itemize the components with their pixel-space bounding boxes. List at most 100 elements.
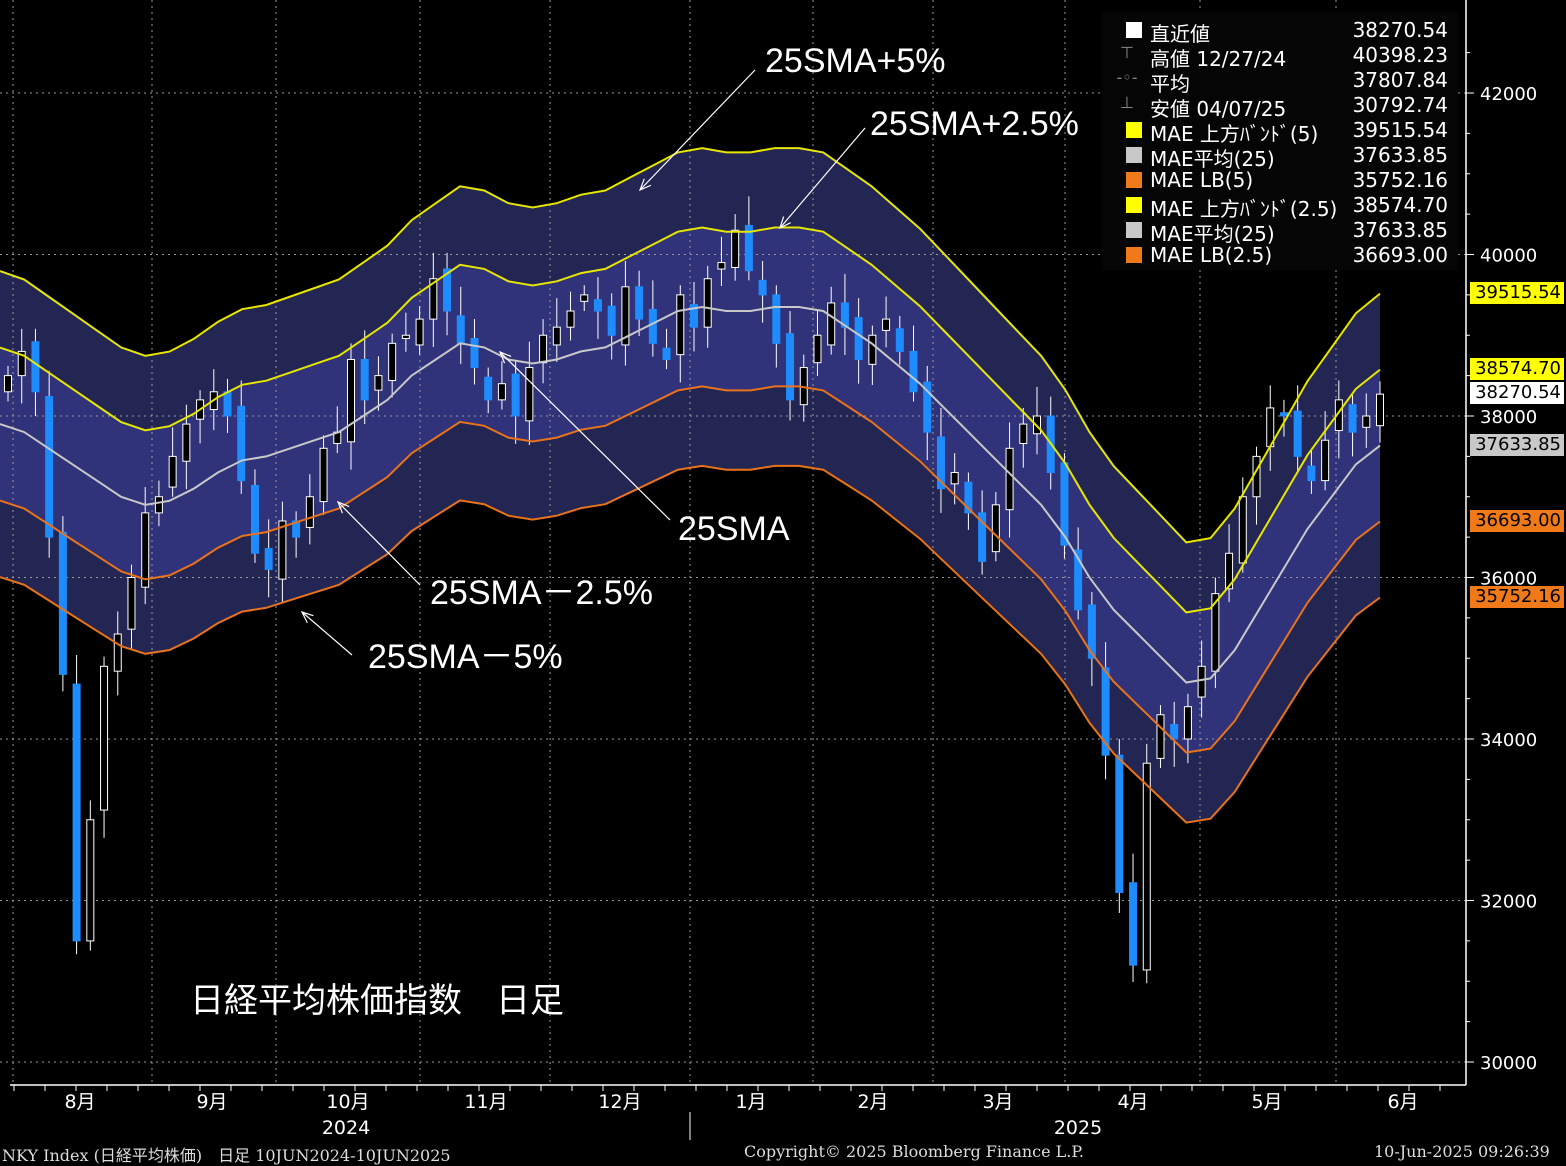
x-month-label-1: 9月 bbox=[196, 1091, 227, 1113]
band-line-3 bbox=[0, 385, 1381, 754]
candle-body-10 bbox=[141, 512, 150, 588]
candle-body-62 bbox=[854, 316, 863, 360]
candle-body-56 bbox=[772, 294, 781, 344]
candle-body-78 bbox=[1074, 549, 1083, 611]
candle-body-79 bbox=[1087, 604, 1096, 659]
candle-body-84 bbox=[1156, 714, 1165, 759]
legend-value: 38270.54 bbox=[1352, 18, 1448, 42]
candle-body-54 bbox=[744, 224, 753, 272]
annotation-arrowhead-1 bbox=[779, 216, 791, 230]
annotation-arrow-2 bbox=[499, 351, 671, 521]
legend-label: 平均 bbox=[1150, 72, 1190, 96]
candle-body-12 bbox=[168, 455, 177, 488]
x-month-label-3: 11月 bbox=[464, 1091, 507, 1113]
candle-body-80 bbox=[1101, 667, 1110, 756]
candle-body-8 bbox=[113, 633, 122, 672]
legend-value: 37807.84 bbox=[1352, 68, 1448, 92]
candle-body-2 bbox=[31, 341, 40, 393]
chart-title: 日経平均株価指数 日足 bbox=[190, 982, 564, 1020]
candle-body-52 bbox=[717, 262, 726, 270]
candle-body-35 bbox=[484, 376, 493, 401]
x-month-label-7: 3月 bbox=[982, 1091, 1013, 1113]
candle-body-29 bbox=[401, 334, 410, 339]
candle-body-41 bbox=[566, 310, 575, 328]
legend-swatch bbox=[1126, 147, 1142, 163]
legend-row: MAE LB(5) 35752.16 bbox=[1102, 168, 1458, 193]
legend-row: ⊥ 安値 04/07/25 30792.74 bbox=[1102, 93, 1458, 121]
legend-panel: 直近値 38270.54 ⊤ 高値 12/27/24 40398.23 -◦- 平均 3780… bbox=[1102, 12, 1458, 270]
candle-body-25 bbox=[347, 358, 355, 443]
candle-body-33 bbox=[456, 315, 465, 344]
x-year-label-1: 2025 bbox=[1054, 1117, 1102, 1139]
candle-body-59 bbox=[813, 334, 822, 364]
price-label-upper25: 38574.70 bbox=[1470, 358, 1564, 380]
candle-body-26 bbox=[360, 358, 369, 401]
candle-body-96 bbox=[1321, 439, 1330, 482]
candle-body-34 bbox=[470, 337, 479, 369]
footer-left: NKY Index (日経平均株価) 日足 10JUN2024-10JUN202… bbox=[2, 1146, 451, 1165]
candle-body-70 bbox=[964, 481, 973, 514]
candle-body-68 bbox=[936, 436, 945, 490]
legend-value: 37633.85 bbox=[1352, 143, 1448, 167]
legend-swatch bbox=[1126, 122, 1142, 138]
x-month-label-5: 1月 bbox=[735, 1091, 766, 1113]
band-line-0 bbox=[0, 147, 1381, 544]
legend-glyph-icon: ⊥ bbox=[1120, 93, 1134, 112]
candle-body-31 bbox=[429, 278, 438, 320]
legend-row: MAE 上方ﾊﾞﾝﾄﾞ(2.5) 38574.70 bbox=[1102, 193, 1458, 221]
candle-body-55 bbox=[758, 279, 767, 296]
candle-body-38 bbox=[525, 367, 534, 422]
candle-body-28 bbox=[388, 342, 397, 381]
legend-swatch bbox=[1126, 172, 1142, 188]
inner-band-fill bbox=[0, 227, 1380, 753]
legend-value: 39515.54 bbox=[1352, 118, 1448, 142]
band-line-4 bbox=[0, 464, 1381, 824]
candle-body-0 bbox=[4, 375, 12, 393]
candle-body-19 bbox=[264, 547, 273, 570]
candle-body-5 bbox=[72, 683, 81, 942]
legend-row: MAE 上方ﾊﾞﾝﾄﾞ(5) 39515.54 bbox=[1102, 118, 1458, 146]
candle-body-47 bbox=[648, 308, 657, 344]
axes: 30000 32000 34000 36000 38000 40000 42000 8月 9月 1… bbox=[10, 0, 1537, 1140]
legend-label: MAE平均(25) bbox=[1150, 222, 1275, 246]
candle-body-88 bbox=[1211, 593, 1220, 672]
candle-body-93 bbox=[1279, 412, 1288, 417]
candle-body-87 bbox=[1197, 665, 1206, 698]
band-line-2 bbox=[0, 305, 1381, 684]
candle-body-21 bbox=[292, 520, 301, 538]
candle-body-46 bbox=[635, 286, 644, 320]
annotation-arrow-0 bbox=[639, 69, 756, 191]
legend-value: 40398.23 bbox=[1352, 43, 1448, 67]
candle-body-4 bbox=[58, 531, 67, 675]
candle-body-82 bbox=[1129, 882, 1138, 966]
candle-body-99 bbox=[1362, 415, 1371, 428]
candle-body-83 bbox=[1142, 762, 1151, 971]
legend-label: MAE平均(25) bbox=[1150, 147, 1275, 171]
candle-body-74 bbox=[1019, 423, 1028, 444]
mae-bands bbox=[0, 148, 1380, 823]
legend-label: 直近値 bbox=[1150, 22, 1210, 46]
price-label-sma: 37633.85 bbox=[1470, 434, 1564, 456]
candle-body-90 bbox=[1238, 496, 1247, 564]
candle-body-7 bbox=[100, 665, 109, 811]
legend-swatch bbox=[1126, 222, 1142, 238]
legend-glyph-icon: -◦- bbox=[1116, 68, 1138, 87]
annotation-arrow-4 bbox=[301, 611, 353, 656]
annotation-label-1: 25SMA+2.5% bbox=[870, 105, 1079, 143]
candle-body-89 bbox=[1225, 552, 1234, 590]
candle-body-6 bbox=[86, 819, 95, 942]
candle-body-23 bbox=[319, 447, 328, 503]
annotation-arrow-3 bbox=[337, 501, 421, 586]
legend-swatch bbox=[1126, 22, 1142, 38]
legend-label: MAE 上方ﾊﾞﾝﾄﾞ(2.5) bbox=[1150, 197, 1338, 221]
x-month-label-2: 10月 bbox=[326, 1091, 369, 1113]
x-month-label-10: 6月 bbox=[1387, 1091, 1418, 1113]
candle-body-64 bbox=[882, 318, 891, 331]
candle-body-66 bbox=[909, 350, 918, 393]
candle-body-97 bbox=[1334, 399, 1343, 432]
footer-right: 10-Jun-2025 09:26:39 bbox=[1374, 1142, 1550, 1161]
candle-body-95 bbox=[1307, 465, 1316, 482]
legend-swatch bbox=[1126, 247, 1142, 263]
legend-value: 37633.85 bbox=[1352, 218, 1448, 242]
candle-body-69 bbox=[950, 472, 959, 485]
